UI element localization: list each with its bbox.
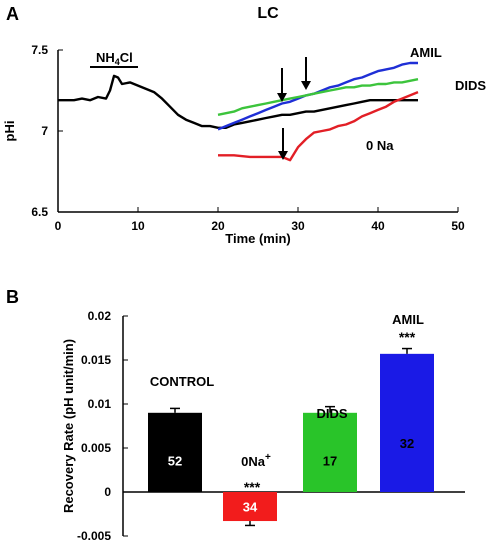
category-label: 0Na+	[241, 452, 271, 469]
series-label: 0 Na	[366, 138, 394, 153]
y-axis-label: Recovery Rate (pH unit/min)	[61, 339, 76, 513]
x-axis-label: Time (min)	[225, 231, 291, 246]
y-tick-label: 0.005	[81, 441, 111, 455]
category-label: DIDS	[316, 406, 347, 421]
category-label: AMIL	[392, 312, 424, 327]
bar	[148, 412, 202, 492]
x-tick-label: 20	[211, 219, 225, 233]
pulse-bar-label: NH4Cl	[96, 50, 133, 67]
y-tick-label: 0.02	[88, 309, 112, 323]
series-label: DIDS	[455, 78, 486, 93]
category-label: CONTROL	[150, 374, 214, 389]
bar	[223, 492, 277, 522]
panel-a-line-chart: A LC 0 10 20 30 40 50 6.5 7 7.5 Time (min) pHi NH4Cl A…	[2, 4, 486, 246]
series-line-red	[218, 90, 419, 162]
bar-n-label: 32	[400, 436, 414, 451]
y-tick-label: 7	[41, 124, 48, 138]
panel-b-bar-chart: B -0.005 0 0.005 0.01 0.015 0.02 Recovery Rate …	[6, 287, 465, 543]
x-tick-label: 0	[55, 219, 62, 233]
x-tick-label: 40	[371, 219, 385, 233]
y-tick-label: -0.005	[77, 529, 111, 543]
series-line-green	[217, 78, 419, 116]
x-tick-label: 50	[451, 219, 465, 233]
bar	[303, 412, 357, 492]
series-label: AMIL	[410, 45, 442, 60]
y-tick-label: 0	[104, 485, 111, 499]
x-tick-label: 10	[131, 219, 145, 233]
x-tick-label: 30	[291, 219, 305, 233]
y-tick-label: 0.01	[88, 397, 112, 411]
panel-label-b: B	[6, 287, 19, 307]
bar-n-label: 17	[323, 453, 337, 468]
panel-label-a: A	[6, 4, 19, 24]
chart-title: LC	[257, 5, 279, 22]
y-tick-label: 7.5	[31, 43, 48, 57]
bar	[380, 353, 434, 492]
bar-n-label: 52	[168, 453, 182, 468]
y-tick-label: 0.015	[81, 353, 111, 367]
arrow-head	[277, 93, 287, 102]
bar-n-label: 34	[243, 500, 258, 515]
series-line-black	[58, 74, 418, 130]
y-axis-label: pHi	[2, 121, 17, 142]
arrow-head	[278, 151, 288, 160]
arrow-head	[301, 81, 311, 90]
y-tick-label: 6.5	[31, 205, 48, 219]
significance-marker: ***	[244, 479, 261, 495]
significance-marker: ***	[399, 329, 416, 345]
series-line-blue	[217, 61, 418, 131]
